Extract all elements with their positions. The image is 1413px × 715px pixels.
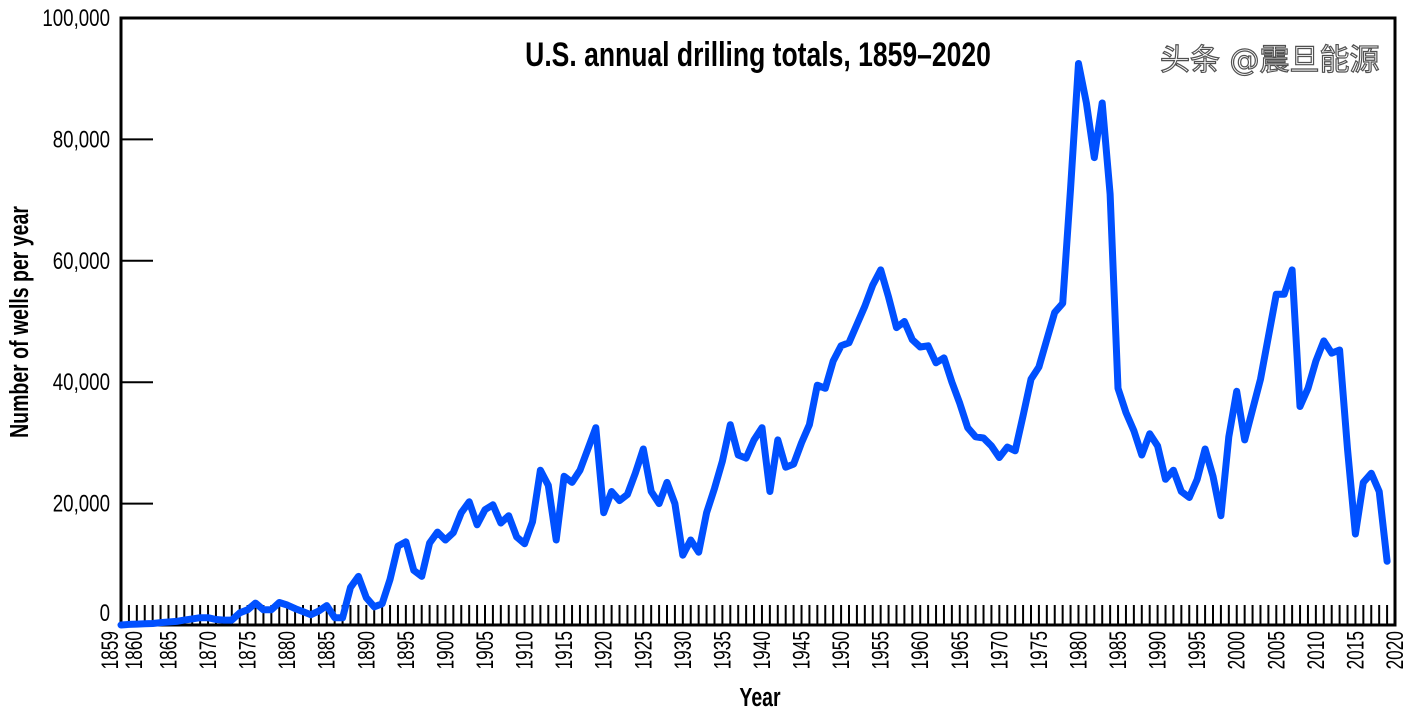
x-tick-label: 1985: [1105, 631, 1131, 669]
x-tick-label: 1965: [947, 631, 973, 669]
x-tick-label: 1935: [710, 631, 736, 669]
x-tick-label: 1890: [354, 631, 380, 669]
y-tick-label: 20,000: [53, 490, 110, 517]
x-tick-label: 2000: [1224, 631, 1250, 669]
x-tick-label: 1865: [156, 631, 182, 669]
x-tick-label: 1910: [512, 631, 538, 669]
x-tick-label: 1955: [868, 631, 894, 669]
y-tick-label: 100,000: [42, 5, 110, 32]
x-axis-label: Year: [739, 682, 780, 711]
x-tick-label: 2005: [1264, 631, 1290, 669]
x-tick-label: 1990: [1145, 631, 1171, 669]
y-tick-label: 0: [100, 600, 110, 627]
x-tick-label: 1900: [433, 631, 459, 669]
x-tick-label: 1975: [1026, 631, 1052, 669]
series-line: [117, 60, 1391, 629]
y-tick-label: 80,000: [53, 126, 110, 153]
chart-title: U.S. annual drilling totals, 1859–2020: [525, 36, 991, 74]
x-tick-label: 1870: [195, 631, 221, 669]
x-tick-label: 1950: [828, 631, 854, 669]
x-tick-label: 1859: [97, 631, 123, 669]
x-tick-label: 1895: [393, 631, 419, 669]
x-tick-label: 1920: [591, 631, 617, 669]
x-tick-label: 1875: [235, 631, 261, 669]
x-tick-label: 1995: [1185, 631, 1211, 669]
y-tick-label: 40,000: [53, 369, 110, 396]
x-tick-label: 1930: [670, 631, 696, 669]
watermark: 头条 @震旦能源: [1160, 43, 1380, 78]
x-tick-label: 1885: [314, 631, 340, 669]
x-tick-label: 1960: [908, 631, 934, 669]
y-axis-label: Number of wells per year: [4, 206, 33, 438]
x-tick-label: 1970: [987, 631, 1013, 669]
x-tick-label: 2020: [1382, 631, 1408, 669]
x-tick-label: 1880: [275, 631, 301, 669]
x-tick-label: 1860: [121, 631, 147, 669]
x-tick-label: 1915: [551, 631, 577, 669]
x-tick-label: 1905: [472, 631, 498, 669]
x-tick-label: 2010: [1303, 631, 1329, 669]
plot-frame: [119, 16, 1397, 627]
x-tick-label: 2015: [1343, 631, 1369, 669]
y-tick-label: 60,000: [53, 248, 110, 275]
x-tick-label: 1925: [631, 631, 657, 669]
x-tick-label: 1945: [789, 631, 815, 669]
x-tick-label: 1980: [1066, 631, 1092, 669]
x-tick-label: 1940: [749, 631, 775, 669]
